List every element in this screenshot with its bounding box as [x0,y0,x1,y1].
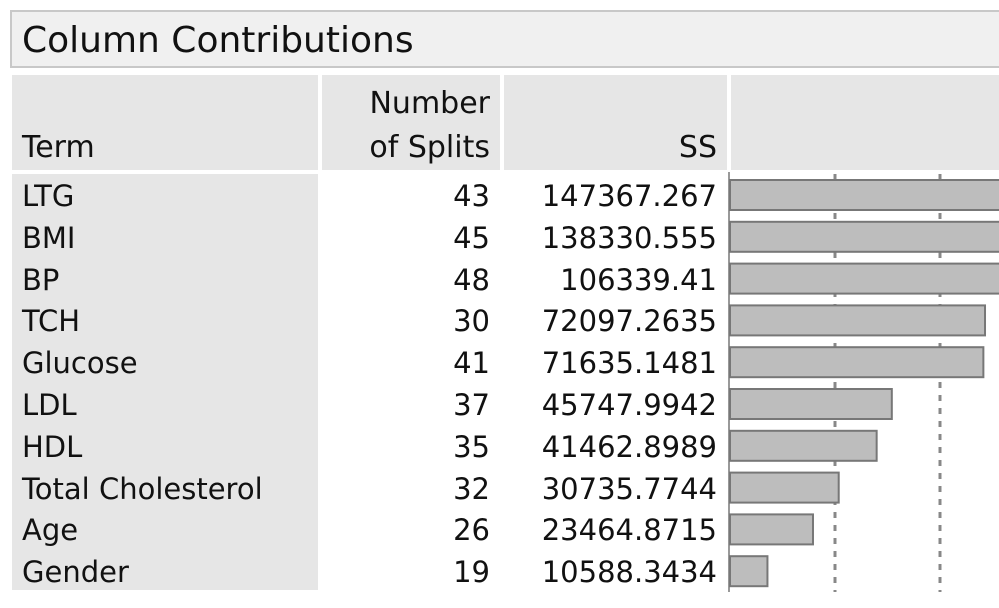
bar [729,220,999,253]
ss-value: 10588.3434 [541,555,717,590]
number-of-splits: 48 [453,262,490,297]
column-header: SS [504,75,727,170]
ss-value: 30735.7744 [541,471,717,506]
number-of-splits: 45 [453,220,490,255]
panel-title: Column Contributions [10,10,999,68]
ss-value: 23464.8715 [541,513,717,548]
ss-value: 72097.2635 [541,304,717,339]
number-of-splits: 41 [453,346,490,381]
ss-value: 147367.267 [541,179,717,213]
number-of-splits: 37 [453,388,490,422]
bar [729,429,878,462]
bars [729,179,999,588]
column-header [731,75,999,170]
ss-value: 45747.9942 [541,388,717,422]
term: BMI [22,220,76,255]
number-of-splits: 32 [453,471,490,506]
term-column-bg [12,174,318,590]
term: LTG [22,179,75,213]
ss-value: 106339.41 [560,262,717,297]
ss-value: 71635.1481 [541,346,717,381]
term: Total Cholesterol [22,471,263,506]
number-of-splits: 19 [453,555,490,590]
column-header: Number of Splits [322,75,500,170]
bar [729,262,999,295]
bar [729,179,999,211]
ss-value: 138330.555 [541,220,717,255]
number-of-splits: 26 [453,513,490,548]
bar [729,471,840,504]
term: BP [22,262,60,297]
term: TCH [22,304,81,339]
bar [729,388,893,420]
term: LDL [22,388,77,422]
bar [729,513,814,546]
number-of-splits: 30 [453,304,490,339]
term: Glucose [22,346,138,381]
bar [729,304,987,337]
ss-value: 41462.8989 [541,429,717,464]
bar [729,346,985,379]
term: Gender [22,555,129,590]
number-of-splits: 43 [453,179,490,213]
term: Age [22,513,79,548]
number-of-splits: 35 [453,429,490,464]
column-header: Term [12,75,318,170]
term: HDL [22,429,83,464]
bar [729,555,769,588]
